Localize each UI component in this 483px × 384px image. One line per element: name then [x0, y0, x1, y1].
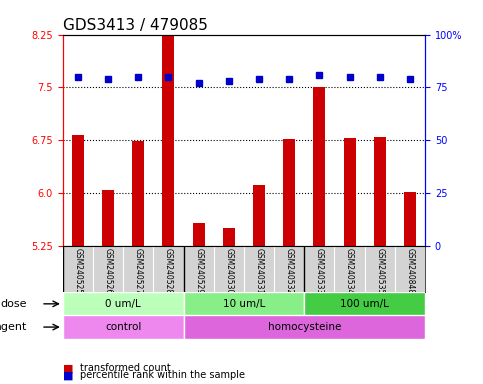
- Text: GSM240535: GSM240535: [375, 248, 384, 295]
- Bar: [313, 88, 326, 246]
- Bar: [404, 192, 416, 246]
- Text: GSM240528: GSM240528: [164, 248, 173, 294]
- Bar: [223, 228, 235, 246]
- Bar: [193, 223, 205, 246]
- Text: ■: ■: [63, 363, 73, 373]
- Bar: [63, 315, 184, 339]
- Bar: [63, 292, 184, 315]
- Text: 100 um/L: 100 um/L: [340, 299, 389, 309]
- Text: GSM240530: GSM240530: [224, 248, 233, 295]
- Text: GDS3413 / 479085: GDS3413 / 479085: [63, 18, 208, 33]
- Text: control: control: [105, 322, 142, 332]
- Bar: [343, 138, 355, 246]
- Bar: [374, 137, 386, 246]
- Text: agent: agent: [0, 322, 27, 332]
- Text: GSM240525: GSM240525: [73, 248, 83, 294]
- Bar: [184, 292, 304, 315]
- Bar: [132, 141, 144, 246]
- Bar: [102, 190, 114, 246]
- Text: 10 um/L: 10 um/L: [223, 299, 265, 309]
- Text: homocysteine: homocysteine: [268, 322, 341, 332]
- Bar: [162, 28, 174, 246]
- Text: ■: ■: [63, 370, 73, 380]
- Text: GSM240533: GSM240533: [315, 248, 324, 295]
- Bar: [304, 292, 425, 315]
- Text: GSM240527: GSM240527: [134, 248, 143, 294]
- Bar: [283, 139, 295, 246]
- Text: transformed count: transformed count: [80, 363, 170, 373]
- Text: dose: dose: [0, 299, 27, 309]
- Text: GSM240848: GSM240848: [405, 248, 414, 294]
- Bar: [253, 184, 265, 246]
- Text: GSM240534: GSM240534: [345, 248, 354, 295]
- Text: percentile rank within the sample: percentile rank within the sample: [80, 370, 245, 380]
- Text: GSM240532: GSM240532: [284, 248, 294, 294]
- Bar: [72, 135, 84, 246]
- Text: GSM240526: GSM240526: [103, 248, 113, 294]
- Bar: [184, 315, 425, 339]
- Text: GSM240531: GSM240531: [255, 248, 264, 294]
- Text: 0 um/L: 0 um/L: [105, 299, 141, 309]
- Text: GSM240529: GSM240529: [194, 248, 203, 294]
